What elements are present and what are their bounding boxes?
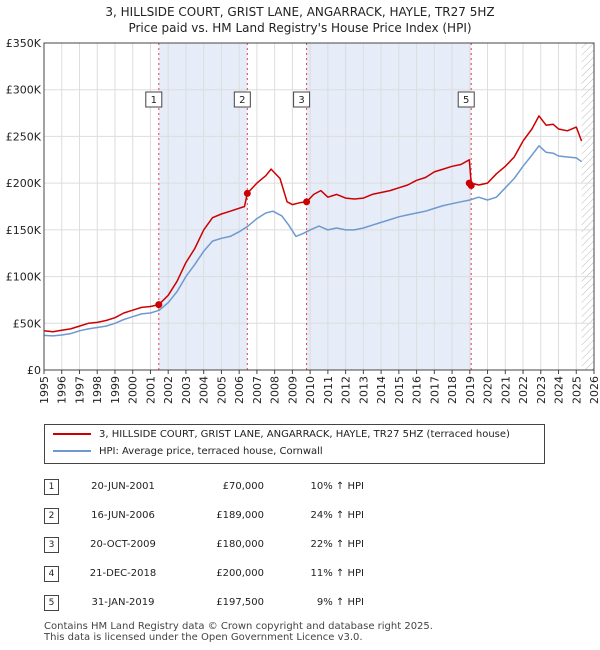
x-tick-label: 2015 — [393, 376, 406, 404]
sale-marker-box — [457, 91, 475, 108]
sale-date: 16-JUN-2006 — [91, 510, 155, 521]
sale-point — [155, 301, 163, 309]
x-tick-label: 2017 — [428, 376, 441, 404]
table-row: 3 20-OCT-2009 £180,000 22% ↑ HPI — [44, 530, 364, 559]
property-legend-swatch — [53, 433, 91, 435]
y-tick-label: £100K — [6, 271, 42, 284]
x-tick-label: 1997 — [73, 376, 86, 404]
sale-marker-box — [293, 91, 311, 108]
x-tick-label: 2009 — [286, 376, 299, 404]
y-tick-label: £300K — [6, 84, 42, 97]
sale-period-shade — [158, 43, 248, 370]
sale-price: £200,000 — [216, 568, 264, 579]
sale-price: £180,000 — [216, 539, 264, 550]
price-chart: 1 2 3 5 £0 £50K £100K £150K £200K £250K £300K £350… — [6, 37, 600, 404]
x-tick-label: 2020 — [482, 376, 495, 404]
sale-price: £197,500 — [216, 597, 264, 608]
x-tick-label: 2004 — [198, 376, 211, 404]
x-tick-label: 2014 — [375, 376, 388, 404]
x-tick-label: 2018 — [446, 376, 459, 404]
sale-date: 31-JAN-2019 — [91, 597, 155, 608]
x-tick-label: 2001 — [144, 376, 157, 404]
footer-note: Contains HM Land Registry data © Crown c… — [44, 621, 433, 643]
x-tick-label: 2006 — [233, 376, 246, 404]
forecast-hatch — [581, 43, 594, 370]
sales-table: 1 20-JUN-2001 £70,000 10% ↑ HPI 2 16-JUN… — [44, 472, 364, 617]
x-tick-label: 2021 — [499, 376, 512, 404]
chart-title-line2: Price paid vs. HM Land Registry's House … — [128, 21, 472, 35]
x-tick-label: 2022 — [517, 376, 530, 404]
sale-price: £70,000 — [222, 481, 264, 492]
sale-number-badge: 4 — [44, 565, 59, 582]
x-tick-label: 2012 — [340, 376, 353, 404]
y-tick-label: £0 — [27, 364, 41, 377]
x-tick-label: 2003 — [180, 376, 193, 404]
x-tick-label: 2007 — [251, 376, 264, 404]
y-tick-label: £350K — [6, 37, 42, 50]
footer-copyright: Contains HM Land Registry data © Crown c… — [44, 621, 433, 632]
sale-period-shade — [306, 43, 472, 370]
sale-hpi-change: 11% ↑ HPI — [310, 568, 364, 579]
x-tick-label: 2026 — [588, 376, 600, 404]
x-tick-label: 1999 — [109, 376, 122, 404]
y-tick-label: £250K — [6, 130, 42, 143]
hpi-legend-label: HPI: Average price, terraced house, Corn… — [99, 446, 323, 457]
sale-date: 21-DEC-2018 — [89, 568, 157, 579]
sale-marker-box — [233, 91, 251, 108]
sale-hpi-change: 10% ↑ HPI — [310, 481, 364, 492]
sale-number-badge: 1 — [44, 478, 59, 495]
y-tick-label: £150K — [6, 224, 42, 237]
sale-number-badge: 2 — [44, 507, 59, 524]
hpi-line — [43, 145, 583, 337]
x-tick-label: 2024 — [553, 376, 566, 404]
x-tick-label: 2008 — [269, 376, 282, 404]
y-tick-label: £50K — [13, 317, 42, 330]
sale-hpi-change: 9% ↑ HPI — [316, 597, 364, 608]
x-tick-label: 2019 — [464, 376, 477, 404]
sale-marker-box — [145, 91, 163, 108]
chart-title-line1: 3, HILLSIDE COURT, GRIST LANE, ANGARRACK… — [105, 5, 495, 19]
sale-number-badge: 3 — [44, 536, 59, 553]
sale-marker-label: 3 — [298, 95, 304, 106]
y-tick-label: £200K — [6, 177, 42, 190]
x-tick-label: 2011 — [322, 376, 335, 404]
x-tick-label: 1995 — [38, 376, 51, 404]
sale-hpi-change: 22% ↑ HPI — [310, 539, 364, 550]
table-row: 2 16-JUN-2006 £189,000 24% ↑ HPI — [44, 501, 364, 530]
sale-marker-label: 2 — [239, 95, 245, 106]
x-tick-label: 1996 — [56, 376, 69, 404]
x-tick-label: 2000 — [127, 376, 140, 404]
sale-price: £189,000 — [216, 510, 264, 521]
x-tick-label: 2002 — [162, 376, 175, 404]
sale-point — [465, 179, 473, 187]
chart-legend: 3, HILLSIDE COURT, GRIST LANE, ANGARRACK… — [44, 424, 545, 464]
sale-hpi-change: 24% ↑ HPI — [310, 510, 364, 521]
table-row: 5 31-JAN-2019 £197,500 9% ↑ HPI — [44, 588, 364, 617]
x-tick-label: 2013 — [357, 376, 370, 404]
x-tick-label: 2010 — [304, 376, 317, 404]
property-price-line — [43, 115, 583, 333]
sale-point — [243, 189, 251, 197]
x-tick-label: 2016 — [411, 376, 424, 404]
x-tick-label: 1998 — [91, 376, 104, 404]
property-legend-label: 3, HILLSIDE COURT, GRIST LANE, ANGARRACK… — [99, 429, 510, 440]
x-tick-label: 2025 — [570, 376, 583, 404]
sale-point — [303, 198, 311, 206]
table-row: 1 20-JUN-2001 £70,000 10% ↑ HPI — [44, 472, 364, 501]
footer-license: This data is licensed under the Open Gov… — [44, 632, 363, 643]
sale-date: 20-OCT-2009 — [90, 539, 156, 550]
sale-marker-label: 5 — [463, 95, 469, 106]
sale-number-badge: 5 — [44, 594, 59, 611]
x-tick-label: 2005 — [215, 376, 228, 404]
hpi-legend-swatch — [53, 450, 91, 452]
x-tick-label: 2023 — [535, 376, 548, 404]
table-row: 4 21-DEC-2018 £200,000 11% ↑ HPI — [44, 559, 364, 588]
plot-frame — [43, 42, 595, 371]
sale-date: 20-JUN-2001 — [91, 481, 155, 492]
sale-marker-label: 1 — [151, 95, 157, 106]
